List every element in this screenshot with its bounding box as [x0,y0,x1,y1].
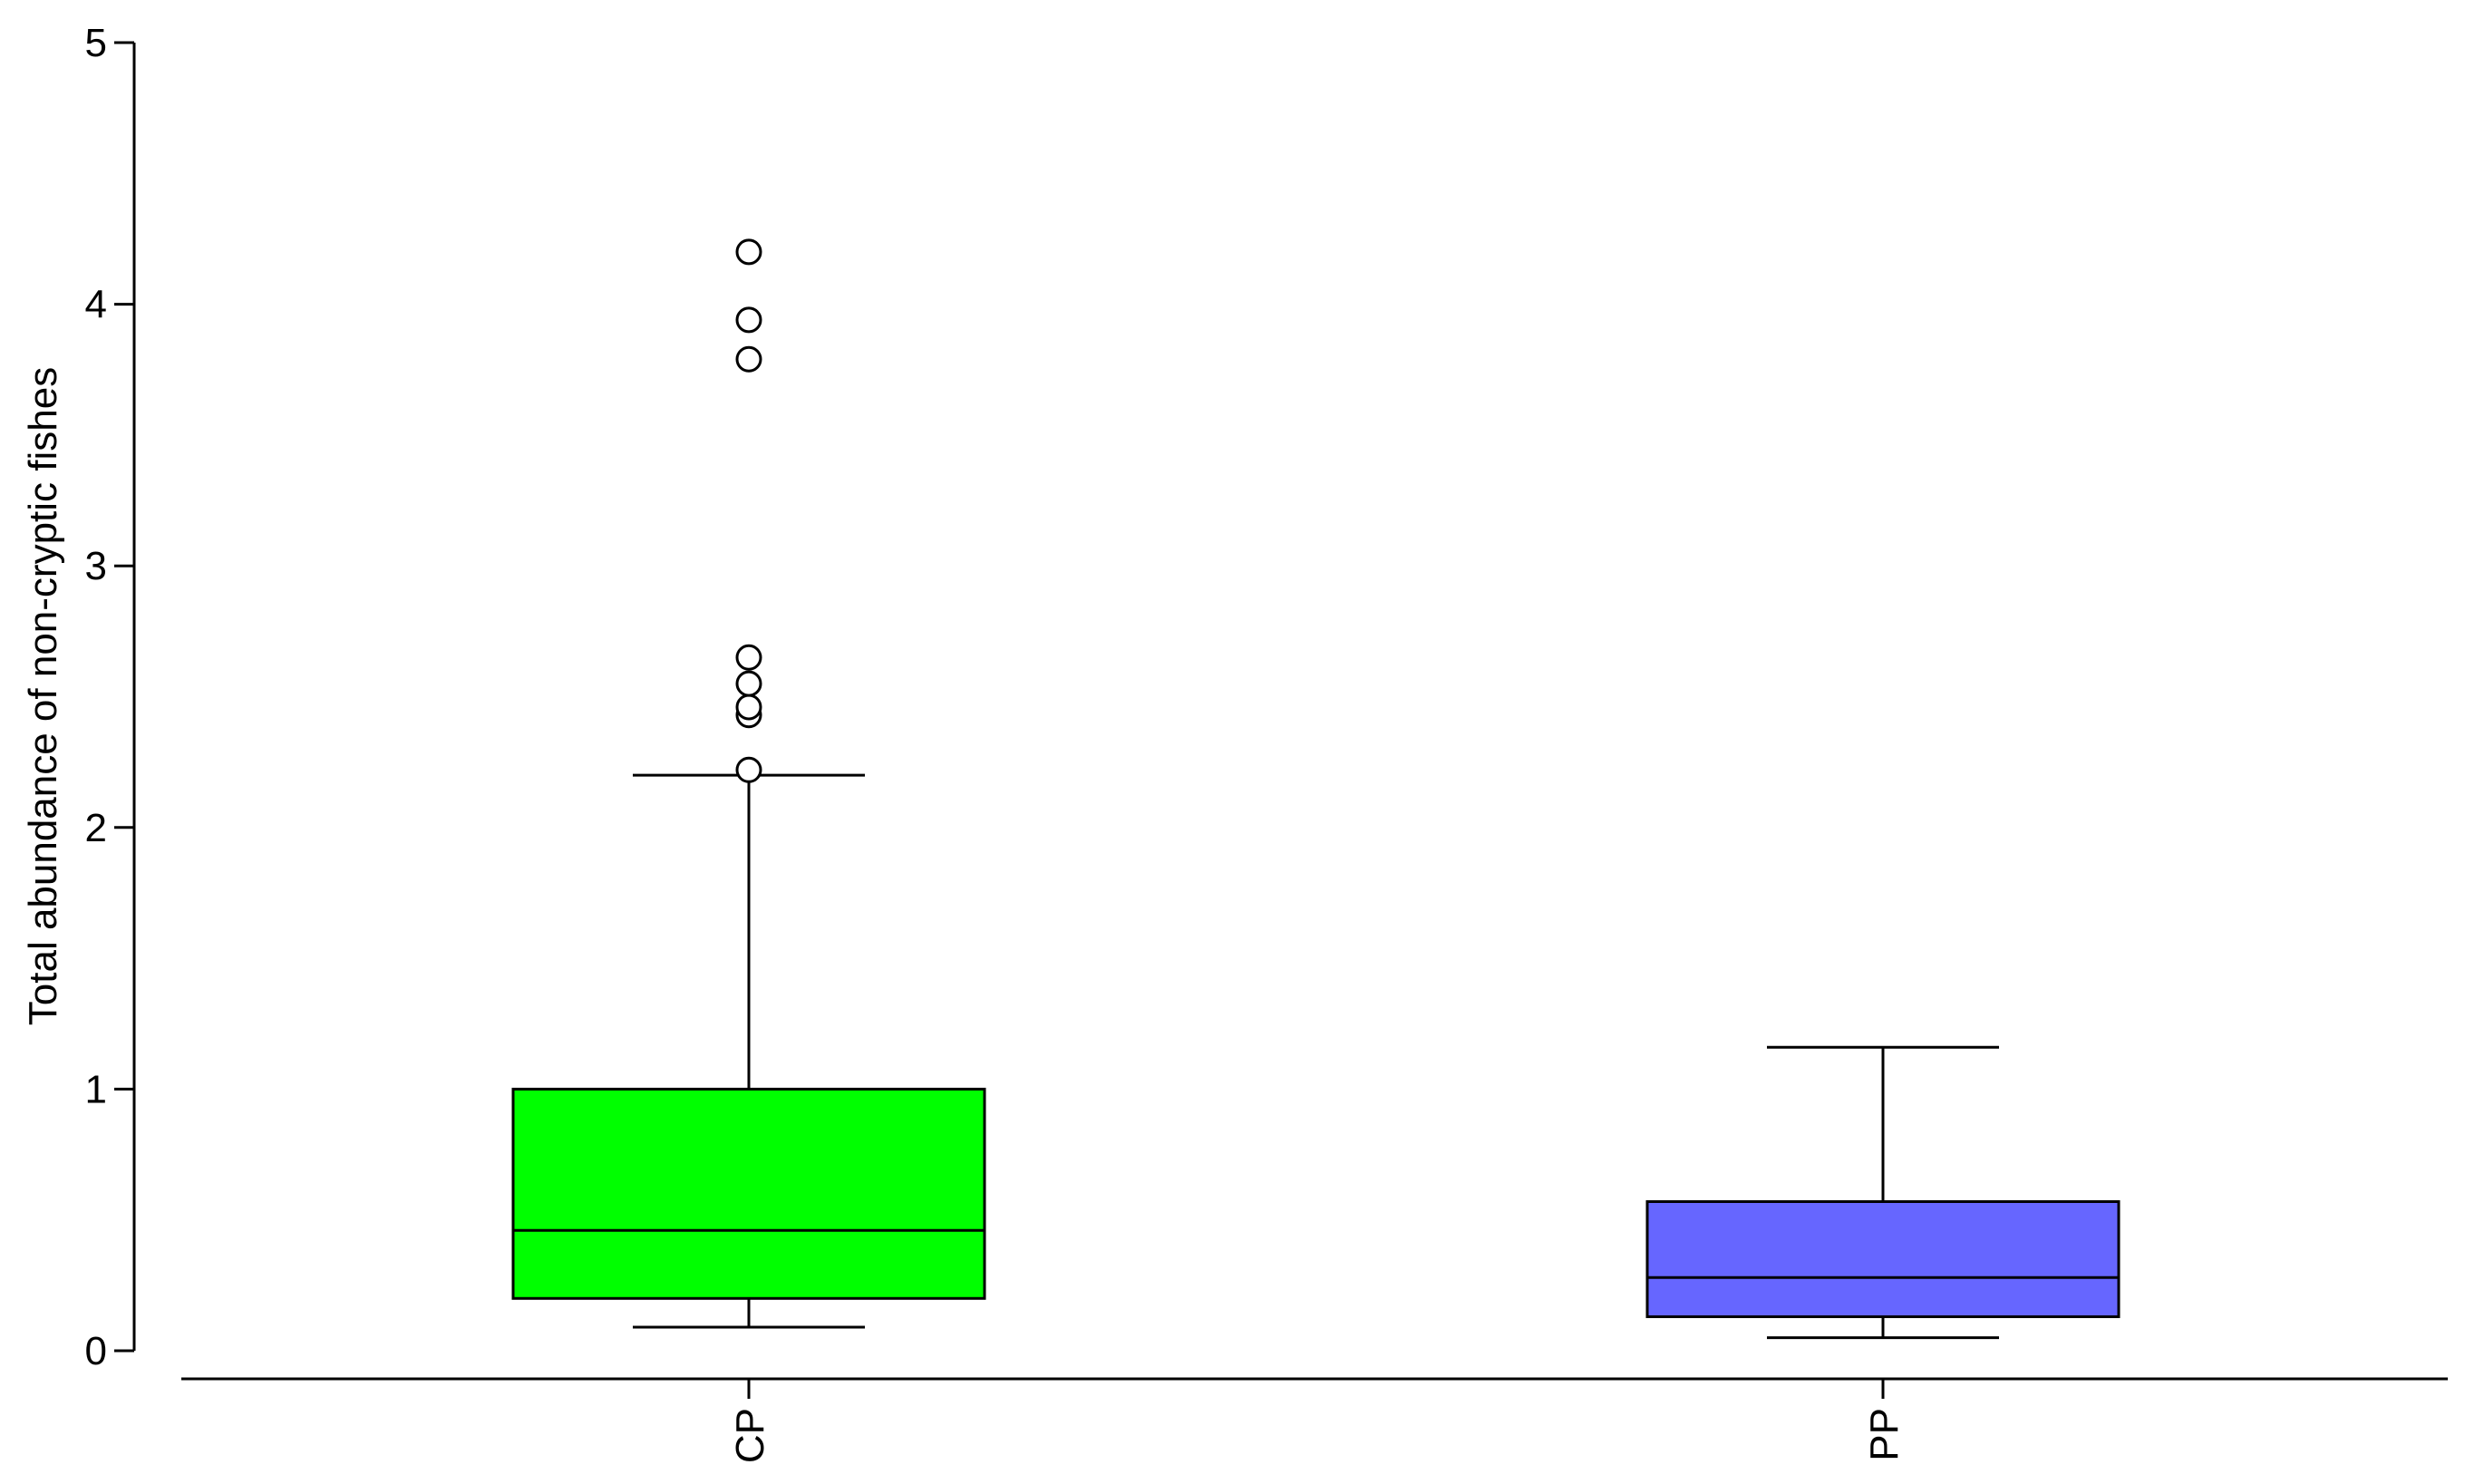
y-tick-label: 4 [85,283,107,327]
outlier-point [735,756,762,783]
y-tick-label: 1 [85,1067,107,1111]
x-axis: CP PP [181,1377,2448,1463]
y-tick-label: 2 [85,806,107,850]
x-category-label: PP [1862,1408,1907,1461]
y-tick-label: 3 [85,544,107,588]
y-axis-title: Total abundance of non-cryptic fishes [21,367,65,1025]
y-axis: 0 1 2 3 4 5 Total abundance of non-cryptic fi… [21,21,136,1373]
x-ticks: CP PP [728,1379,1907,1463]
box-cp [511,238,986,1329]
y-tick-label: 5 [85,21,107,65]
iqr-box [511,1087,986,1300]
y-tick-label: 0 [85,1329,107,1373]
y-ticks: 0 1 2 3 4 5 [85,21,134,1373]
outlier-point [735,238,762,266]
box-pp [1645,1045,2120,1340]
boxes [511,238,2120,1340]
outlier-point [735,306,762,334]
outlier-point [735,345,762,373]
outlier-point [735,670,762,697]
outlier-point [735,644,762,671]
x-category-label: CP [728,1408,772,1463]
iqr-box [1645,1199,2120,1318]
outlier-point [735,694,762,721]
